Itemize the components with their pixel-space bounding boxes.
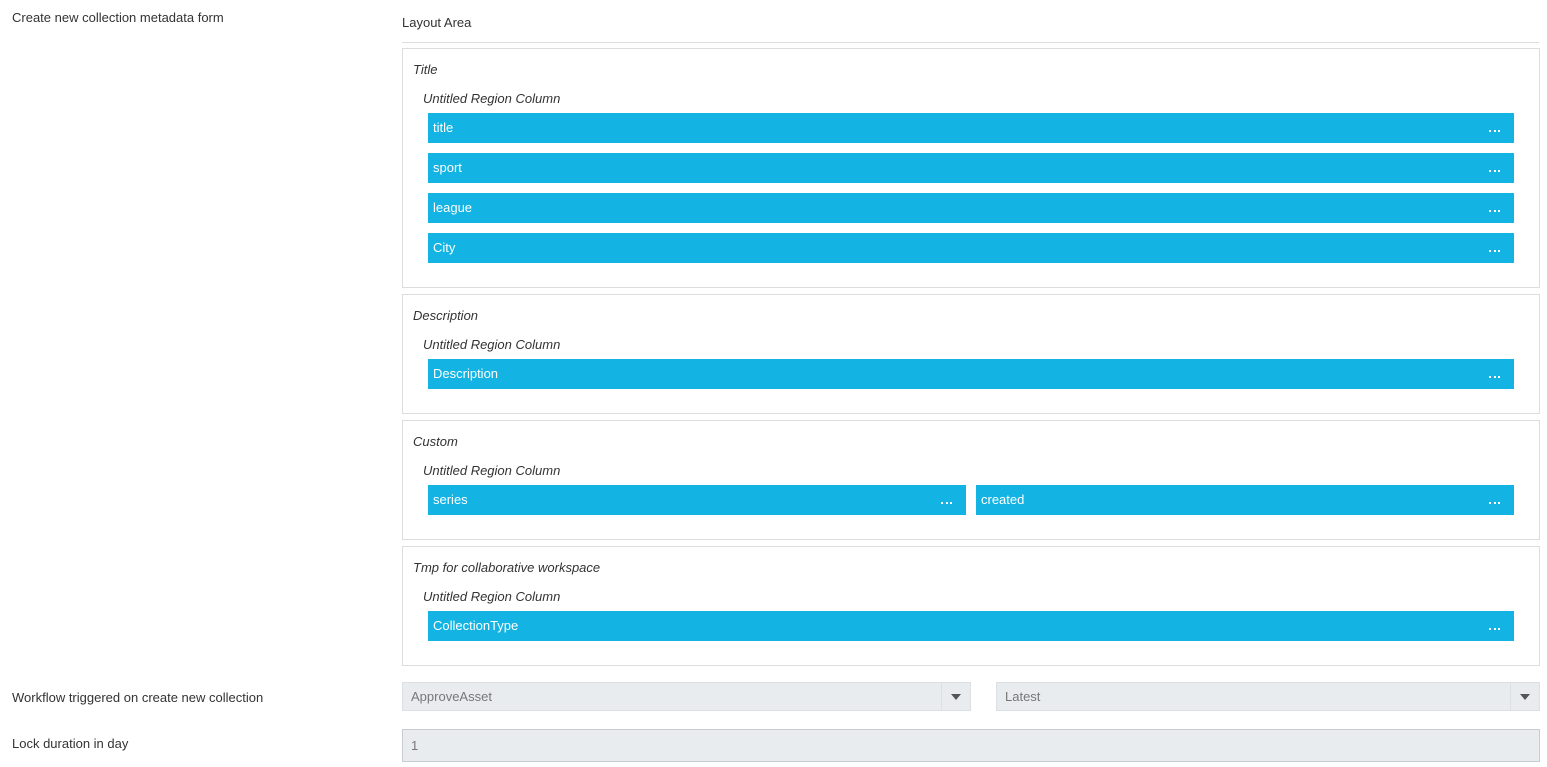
- section-title: Tmp for collaborative workspace: [413, 560, 601, 575]
- section-title: Title: [413, 62, 438, 77]
- column-title: Untitled Region Column: [423, 337, 561, 352]
- field-label: created: [981, 492, 1025, 507]
- lock-label: Lock duration in day: [12, 736, 129, 751]
- workflow-value: ApproveAsset: [411, 689, 492, 704]
- workflow-label: Workflow triggered on create new collect…: [12, 690, 264, 705]
- field-menu[interactable]: [1489, 376, 1500, 380]
- section-box: [402, 546, 1540, 666]
- field[interactable]: created: [976, 485, 1514, 515]
- field-label: Description: [433, 366, 499, 381]
- field-menu[interactable]: [1489, 502, 1500, 506]
- section-box: [402, 294, 1540, 414]
- section-title: Custom: [413, 434, 458, 449]
- field-menu[interactable]: [1489, 170, 1500, 174]
- version-select[interactable]: Latest: [996, 682, 1540, 711]
- field[interactable]: sport: [428, 153, 1514, 183]
- field-menu[interactable]: [1489, 130, 1500, 134]
- field-label: league: [433, 200, 473, 215]
- field-label: City: [433, 240, 456, 255]
- field[interactable]: CollectionType: [428, 611, 1514, 641]
- lock-value: 1: [411, 738, 419, 753]
- field-label: sport: [433, 160, 462, 175]
- version-value: Latest: [1005, 689, 1041, 704]
- section-box: [402, 420, 1540, 540]
- section-box: [402, 48, 1540, 288]
- field-label: title: [433, 120, 454, 135]
- field-menu[interactable]: [1489, 628, 1500, 632]
- field[interactable]: Description: [428, 359, 1514, 389]
- column-title: Untitled Region Column: [423, 463, 561, 478]
- field-label: series: [433, 492, 468, 507]
- lock-input[interactable]: 1: [402, 729, 1540, 762]
- dropdown-arrow: [941, 683, 970, 710]
- workflow-select[interactable]: ApproveAsset: [402, 682, 971, 711]
- field[interactable]: league: [428, 193, 1514, 223]
- field-menu[interactable]: [1489, 250, 1500, 254]
- layout-area-label: Layout Area: [402, 15, 472, 30]
- form-label: Create new collection metadata form: [12, 10, 224, 25]
- field-label: CollectionType: [433, 618, 519, 633]
- field[interactable]: series: [428, 485, 966, 515]
- field-menu[interactable]: [941, 502, 952, 506]
- section-title: Description: [413, 308, 479, 323]
- divider: [402, 42, 1539, 43]
- field-menu[interactable]: [1489, 210, 1500, 214]
- field[interactable]: City: [428, 233, 1514, 263]
- column-title: Untitled Region Column: [423, 589, 561, 604]
- field[interactable]: title: [428, 113, 1514, 143]
- column-title: Untitled Region Column: [423, 91, 561, 106]
- dropdown-arrow: [1510, 683, 1539, 710]
